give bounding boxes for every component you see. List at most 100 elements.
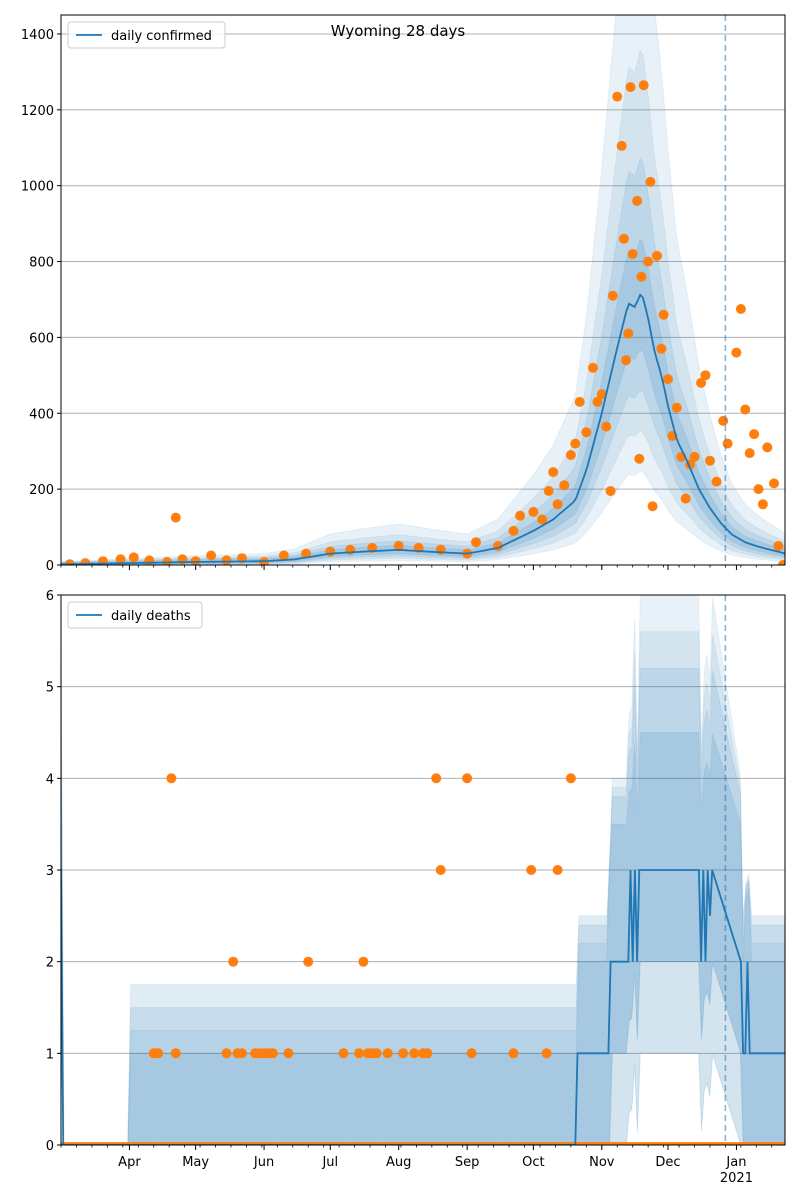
observed-point: [471, 537, 481, 548]
observed-point: [552, 499, 563, 510]
observed-point: [237, 1048, 247, 1059]
observed-point: [382, 1048, 393, 1059]
observed-point: [696, 377, 707, 388]
observed-point: [581, 427, 592, 438]
y-tick-label: 400: [29, 407, 54, 422]
observed-point: [358, 956, 369, 967]
observed-point: [753, 484, 764, 495]
y-tick-label: 3: [46, 864, 54, 879]
x-tick-label: Aug: [386, 1155, 411, 1170]
x-tick-label: May: [182, 1155, 209, 1170]
x-tick-label: Jan: [725, 1155, 746, 1170]
observed-point: [371, 1048, 382, 1059]
y-tick-label: 1400: [21, 28, 54, 43]
observed-point: [689, 451, 700, 462]
observed-point: [773, 541, 784, 551]
observed-point: [757, 499, 768, 510]
observed-point: [128, 552, 139, 563]
observed-point: [616, 140, 627, 151]
observed-point: [643, 256, 654, 267]
observed-point: [612, 91, 623, 102]
observed-point: [166, 773, 177, 784]
observed-point: [170, 512, 181, 523]
observed-point: [705, 455, 715, 466]
chart-title: Wyoming 28 days: [331, 22, 466, 40]
observed-point: [711, 476, 722, 487]
y-tick-label: 0: [46, 1139, 54, 1154]
observed-point: [435, 865, 446, 875]
median-line: [61, 293, 785, 565]
y-tick-label: 1: [46, 1047, 54, 1062]
observed-point: [638, 80, 649, 91]
observed-point: [393, 541, 404, 551]
legend-box: [67, 601, 203, 629]
deaths-panel: 0 1 2 3 4 5 6 Apr May Jun Jul Aug Sep Oct Nov Dec Jan202…: [46, 589, 786, 1186]
observed-point: [267, 1048, 278, 1059]
observed-point: [543, 486, 554, 496]
plot-frame: [60, 594, 786, 1146]
observed-point: [652, 250, 662, 261]
x-tick-label: Nov: [589, 1155, 615, 1170]
observed-point: [462, 773, 473, 784]
y-tick-label: 5: [46, 681, 54, 696]
legend-label: daily deaths: [111, 609, 191, 624]
y-tick-label: 200: [29, 483, 54, 498]
observed-point: [718, 415, 729, 426]
uncertainty-band: [61, 631, 785, 1145]
observed-point: [769, 478, 779, 489]
observed-point: [634, 453, 645, 464]
observed-point: [782, 1142, 785, 1145]
x-tick-label: Jun: [253, 1155, 274, 1170]
observed-point: [537, 514, 548, 525]
observed-point: [170, 1048, 181, 1059]
observed-point: [508, 1048, 519, 1059]
observed-point: [601, 421, 612, 432]
observed-point: [722, 438, 733, 449]
observed-point: [548, 467, 559, 478]
observed-point: [605, 486, 616, 496]
legend-box: [67, 21, 226, 49]
observed-point: [618, 233, 629, 244]
observed-point: [115, 554, 126, 565]
y-tick-label: 6: [46, 589, 54, 604]
y-tick-label: 1000: [21, 180, 54, 195]
observed-point: [627, 249, 638, 259]
observed-point: [636, 271, 647, 282]
y-tick-label: 1200: [21, 104, 54, 119]
plot-area: [61, 15, 785, 565]
observed-point: [221, 555, 232, 565]
observed-point: [301, 548, 311, 559]
observed-point: [647, 501, 658, 512]
observed-point: [515, 510, 526, 521]
observed-point: [422, 1048, 433, 1059]
y-tick-label: 600: [29, 331, 54, 346]
uncertainty-band: [61, 595, 785, 1145]
observed-point: [632, 195, 643, 206]
x-tick-label: Apr: [118, 1155, 141, 1170]
y-tick-label: 4: [46, 772, 54, 787]
observed-point: [663, 374, 673, 385]
observed-point: [744, 448, 755, 459]
confirmed-panel: 0 200 400 600 800 1000 1200 1400 daily confirmed…: [21, 14, 786, 574]
observed-point: [671, 402, 682, 413]
y-tick-label: 800: [29, 256, 54, 271]
observed-point: [740, 404, 751, 415]
observed-point: [409, 1048, 420, 1059]
observed-point: [588, 362, 598, 373]
x-tick-label: Jul: [321, 1155, 338, 1170]
observed-point: [526, 865, 537, 875]
observed-point: [574, 396, 585, 407]
y-tick-label: 0: [46, 559, 54, 574]
observed-point: [735, 304, 746, 314]
x-tick-label: Sep: [455, 1155, 480, 1170]
observed-point: [221, 1048, 232, 1059]
observed-point: [528, 506, 539, 517]
observed-point: [762, 442, 773, 453]
observed-point: [749, 429, 760, 440]
observed-point: [466, 1048, 477, 1059]
observed-point: [206, 550, 217, 561]
legend-label: daily confirmed: [111, 29, 212, 44]
observed-point: [153, 1048, 164, 1059]
observed-point: [607, 290, 618, 301]
